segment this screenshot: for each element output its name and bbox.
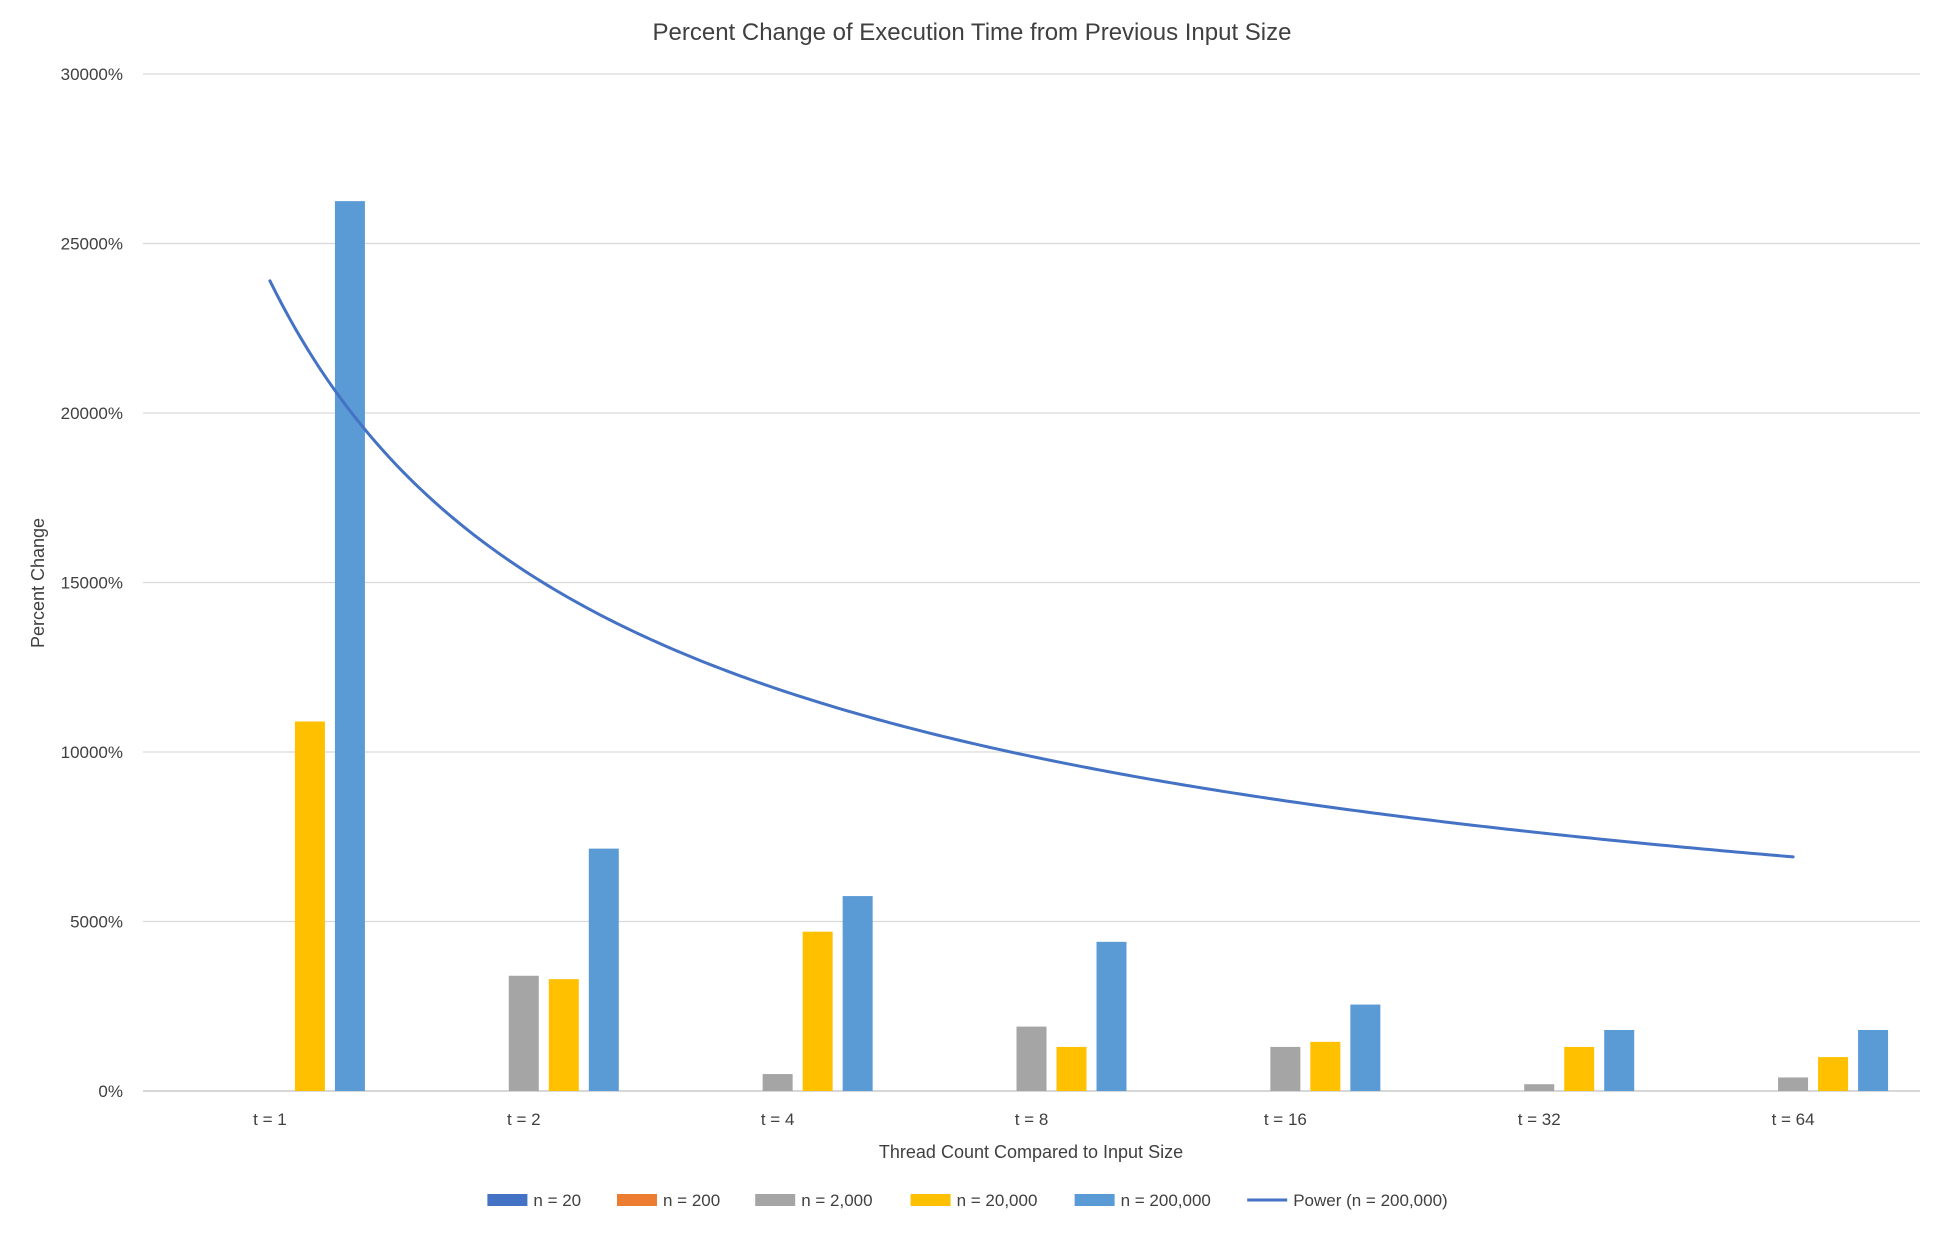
y-tick-label: 15000% bbox=[61, 574, 123, 593]
legend-swatch bbox=[487, 1194, 528, 1206]
legend-label: n = 200,000 bbox=[1121, 1191, 1211, 1210]
legend-swatch bbox=[910, 1194, 951, 1206]
y-tick-label: 25000% bbox=[61, 235, 123, 254]
y-axis-ticks: 0% 5000% 10000% 15000% 20000% 25000% 30000% bbox=[61, 65, 123, 1101]
bar bbox=[1056, 1046, 1087, 1091]
bars bbox=[294, 201, 1889, 1091]
legend-swatch bbox=[617, 1194, 657, 1206]
legend-item: n = 2,000 bbox=[755, 1191, 873, 1210]
y-tick-label: 0% bbox=[98, 1082, 123, 1101]
bar bbox=[1818, 1057, 1849, 1091]
bar bbox=[762, 1074, 793, 1091]
x-tick-label: t = 1 bbox=[253, 1110, 287, 1129]
x-tick-label: t = 4 bbox=[761, 1110, 795, 1129]
legend-label: n = 20,000 bbox=[957, 1191, 1038, 1210]
y-tick-label: 10000% bbox=[61, 743, 123, 762]
bar bbox=[802, 931, 833, 1091]
bar bbox=[1858, 1029, 1889, 1091]
x-axis-ticks: t = 1 t = 2 t = 4 t = 8 t = 16 t = 32 t = 64 bbox=[253, 1110, 1814, 1129]
bar bbox=[1270, 1046, 1301, 1091]
bar bbox=[1310, 1041, 1341, 1091]
x-axis-title: Thread Count Compared to Input Size bbox=[879, 1142, 1183, 1162]
bar bbox=[842, 896, 873, 1091]
legend-label: Power (n = 200,000) bbox=[1293, 1191, 1448, 1210]
legend-item: n = 20 bbox=[487, 1191, 581, 1210]
bar bbox=[1778, 1077, 1809, 1091]
bar bbox=[1524, 1084, 1555, 1091]
legend-item: Power (n = 200,000) bbox=[1247, 1191, 1448, 1210]
bar bbox=[588, 848, 619, 1091]
bar bbox=[1350, 1004, 1381, 1091]
bar bbox=[294, 721, 325, 1091]
y-tick-label: 5000% bbox=[70, 913, 123, 932]
legend-item: n = 200 bbox=[617, 1191, 720, 1210]
y-tick-label: 30000% bbox=[61, 65, 123, 84]
legend-label: n = 2,000 bbox=[801, 1191, 872, 1210]
legend-label: n = 200 bbox=[663, 1191, 720, 1210]
x-tick-label: t = 64 bbox=[1772, 1110, 1815, 1129]
y-axis-title: Percent Change bbox=[28, 518, 48, 648]
bar bbox=[1016, 1026, 1047, 1091]
bar bbox=[1564, 1046, 1595, 1091]
bar bbox=[1096, 941, 1127, 1091]
legend-swatch bbox=[755, 1194, 796, 1206]
bar bbox=[1604, 1029, 1635, 1091]
legend-item: n = 200,000 bbox=[1074, 1191, 1211, 1210]
trendline bbox=[268, 279, 1795, 859]
legend: n = 20 n = 200 n = 2,000 n = 20,000 n = 200,… bbox=[487, 1191, 1448, 1210]
y-tick-label: 20000% bbox=[61, 404, 123, 423]
x-tick-label: t = 8 bbox=[1015, 1110, 1049, 1129]
x-tick-label: t = 16 bbox=[1264, 1110, 1307, 1129]
bar bbox=[508, 975, 539, 1091]
legend-label: n = 20 bbox=[533, 1191, 581, 1210]
legend-item: n = 20,000 bbox=[910, 1191, 1038, 1210]
chart-title: Percent Change of Execution Time from Pr… bbox=[653, 19, 1292, 46]
legend-swatch bbox=[1074, 1194, 1115, 1206]
bar bbox=[548, 979, 579, 1091]
gridlines bbox=[143, 73, 1920, 1092]
x-tick-label: t = 32 bbox=[1518, 1110, 1561, 1129]
bar bbox=[334, 201, 365, 1091]
trendline-layer bbox=[268, 279, 1795, 859]
x-tick-label: t = 2 bbox=[507, 1110, 541, 1129]
